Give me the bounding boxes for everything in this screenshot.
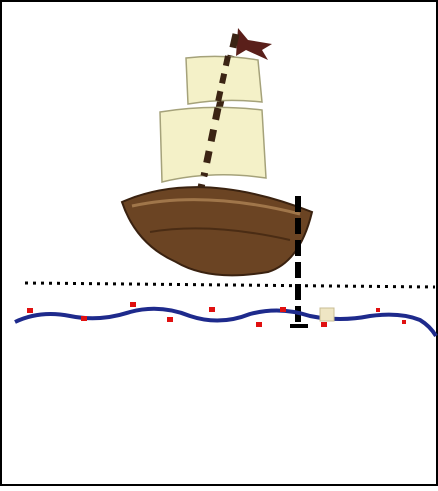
dot [376,308,380,312]
wave [14,306,438,338]
hull [120,186,314,277]
hull-plank [149,227,291,241]
block [319,307,335,322]
dot [81,316,87,321]
dot [256,322,262,327]
sail-seam [200,107,222,177]
dot [402,320,406,324]
dot [130,302,136,307]
sail-seam [215,55,231,103]
flag [236,28,272,60]
dot [167,317,173,322]
dot [321,322,327,327]
dot [209,307,215,312]
hull-plank [131,198,301,216]
dot [27,308,33,313]
dot [280,307,286,312]
lower-sail [159,106,267,183]
dots [27,302,406,327]
